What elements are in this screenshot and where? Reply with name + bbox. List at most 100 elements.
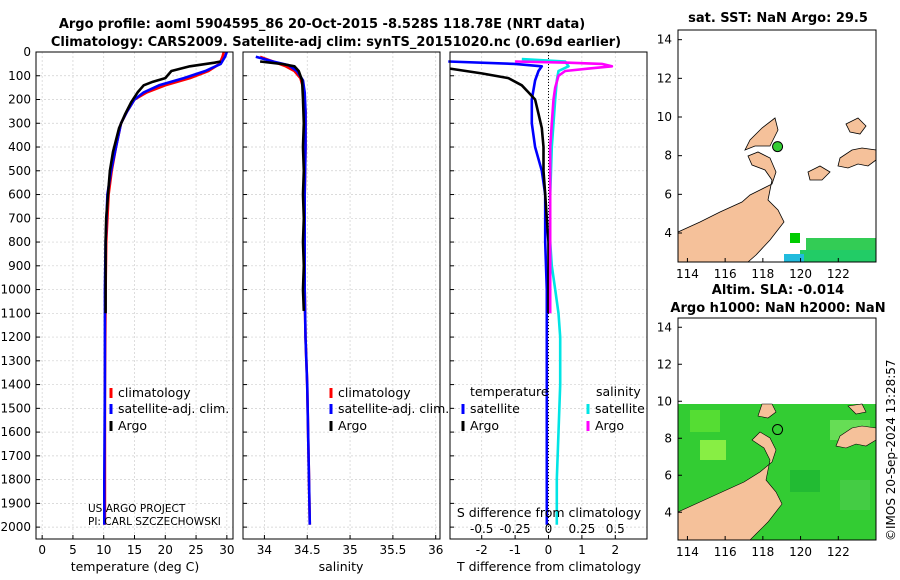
- sst-land-west: [677, 151, 785, 263]
- legend-salinity-title: salinity: [596, 384, 641, 399]
- ytick-label: 0: [23, 45, 31, 59]
- sst-land-ne1: [845, 117, 867, 135]
- secondary-xtick-label: -0.5: [470, 522, 493, 536]
- xtick-label: 0: [545, 543, 553, 557]
- sla-map-land: [677, 403, 877, 541]
- map-ytick-label: 12: [657, 71, 672, 85]
- map-ytick-label: 6: [664, 187, 672, 201]
- xtick-label: 15: [127, 543, 142, 557]
- legend-t-argo: Argo: [470, 418, 499, 433]
- ytick-label: 1900: [0, 496, 31, 510]
- temperature-legend: climatology satellite-adj. clim. Argo: [109, 385, 229, 433]
- sst-map-sst-pixels: [784, 233, 876, 262]
- difference-xlabel-salinity: S difference from climatology: [457, 505, 642, 520]
- sla-land-ne2: [847, 403, 867, 415]
- sla-land-ne: [835, 425, 877, 449]
- secondary-xtick-label: -0.25: [500, 522, 531, 536]
- xtick-label: 36: [428, 543, 443, 557]
- map-xtick-label: 120: [789, 267, 812, 281]
- xtick-label: 30: [219, 543, 234, 557]
- sst-map-panel: sat. SST: NaN Argo: 29.5 114 116 118 120 122…: [657, 11, 877, 281]
- sla-map-panel: Altim. SLA: -0.014 Argo h1000: NaN h2000…: [657, 283, 886, 559]
- sst-pixel: [784, 254, 804, 262]
- map-xtick-label: 116: [714, 545, 737, 559]
- sst-map-land: [677, 117, 877, 263]
- sla-cell: [690, 410, 720, 432]
- ytick-label: 500: [8, 164, 31, 178]
- xtick-label: 1: [578, 543, 586, 557]
- map-xtick-label: 122: [827, 267, 850, 281]
- sst-pixel: [806, 238, 876, 250]
- ytick-label: 1600: [0, 425, 31, 439]
- sst-land-island: [807, 165, 831, 181]
- sst-argo-marker: [772, 141, 784, 153]
- series-line-s-satellite: [521, 57, 570, 525]
- map-ytick-label: 14: [657, 320, 672, 334]
- xtick-label: 5: [69, 543, 77, 557]
- xtick-label: -1: [509, 543, 521, 557]
- map-ytick-label: 14: [657, 33, 672, 47]
- ytick-label: 300: [8, 116, 31, 130]
- sla-argo-marker: [772, 424, 784, 436]
- xtick-label: 2: [611, 543, 619, 557]
- sla-cell: [700, 440, 726, 460]
- legend-temperature-title: temperature: [470, 384, 549, 399]
- xtick-label: 25: [188, 543, 203, 557]
- attribution-line-2: PI: CARL SZCZECHOWSKI: [88, 516, 221, 528]
- map-ytick-label: 10: [657, 110, 672, 124]
- temperature-panel: 0100200300400500600700800900100011001200…: [0, 45, 234, 574]
- legend-argo: Argo: [338, 418, 367, 433]
- xtick-label: 35.5: [380, 543, 407, 557]
- legend-t-satellite: satellite: [470, 401, 520, 416]
- temperature-xlabel: temperature (deg C): [71, 559, 200, 574]
- title-line-1: Argo profile: aoml 5904595_86 20-Oct-201…: [59, 17, 585, 32]
- difference-xlabel: T difference from climatology: [456, 559, 642, 574]
- sla-land-north: [757, 403, 777, 419]
- map-ytick-label: 6: [664, 468, 672, 482]
- legend-satellite: satellite-adj. clim.: [118, 401, 229, 416]
- sla-cell: [790, 470, 820, 492]
- ytick-label: 400: [8, 140, 31, 154]
- map-xtick-label: 120: [789, 545, 812, 559]
- salinity-panel: 34 34.5 35 35.5 36 salinity climatology sate…: [242, 51, 449, 574]
- legend-climatology: climatology: [118, 385, 191, 400]
- xtick-label: 34: [257, 543, 272, 557]
- secondary-xtick-label: 0.25: [569, 522, 596, 536]
- xtick-label: 10: [96, 543, 111, 557]
- ytick-label: 900: [8, 259, 31, 273]
- title-line-2: Climatology: CARS2009. Satellite-adj cli…: [51, 35, 621, 50]
- map-ytick-label: 8: [664, 149, 672, 163]
- sla-map-title-2: Argo h1000: NaN h2000: NaN: [670, 301, 885, 316]
- ytick-label: 700: [8, 211, 31, 225]
- ytick-label: 200: [8, 93, 31, 107]
- series-line-t-satellite: [448, 60, 549, 525]
- map-ytick-label: 10: [657, 394, 672, 408]
- series-line-satellite-adj-clim-: [255, 55, 312, 525]
- map-xtick-label: 116: [714, 267, 737, 281]
- series-line-t-argo: [449, 67, 550, 314]
- sla-map-title-1: Altim. SLA: -0.014: [712, 283, 844, 298]
- map-xtick-label: 118: [751, 545, 774, 559]
- sst-map-title: sat. SST: NaN Argo: 29.5: [688, 11, 868, 26]
- xtick-label: 35: [342, 543, 357, 557]
- sst-map-axes-box: [677, 29, 877, 263]
- map-xtick-label: 118: [751, 267, 774, 281]
- xtick-label: -2: [476, 543, 488, 557]
- sst-pixel: [790, 233, 800, 243]
- legend-satellite: satellite-adj. clim.: [338, 401, 449, 416]
- secondary-xtick-label: 0.5: [606, 522, 625, 536]
- series-line-s-argo: [515, 60, 614, 314]
- ytick-label: 1800: [0, 473, 31, 487]
- ytick-label: 2000: [0, 520, 31, 534]
- sla-land-west: [677, 431, 783, 541]
- attribution-line-1: US ARGO PROJECT: [88, 503, 186, 515]
- ytick-label: 800: [8, 235, 31, 249]
- map-xtick-label: 114: [676, 267, 699, 281]
- xtick-label: 20: [158, 543, 173, 557]
- sst-land-north: [744, 117, 779, 151]
- map-ytick-label: 4: [664, 226, 672, 240]
- ytick-label: 1500: [0, 401, 31, 415]
- salinity-xlabel: salinity: [319, 559, 364, 574]
- series-line-argo: [259, 60, 306, 311]
